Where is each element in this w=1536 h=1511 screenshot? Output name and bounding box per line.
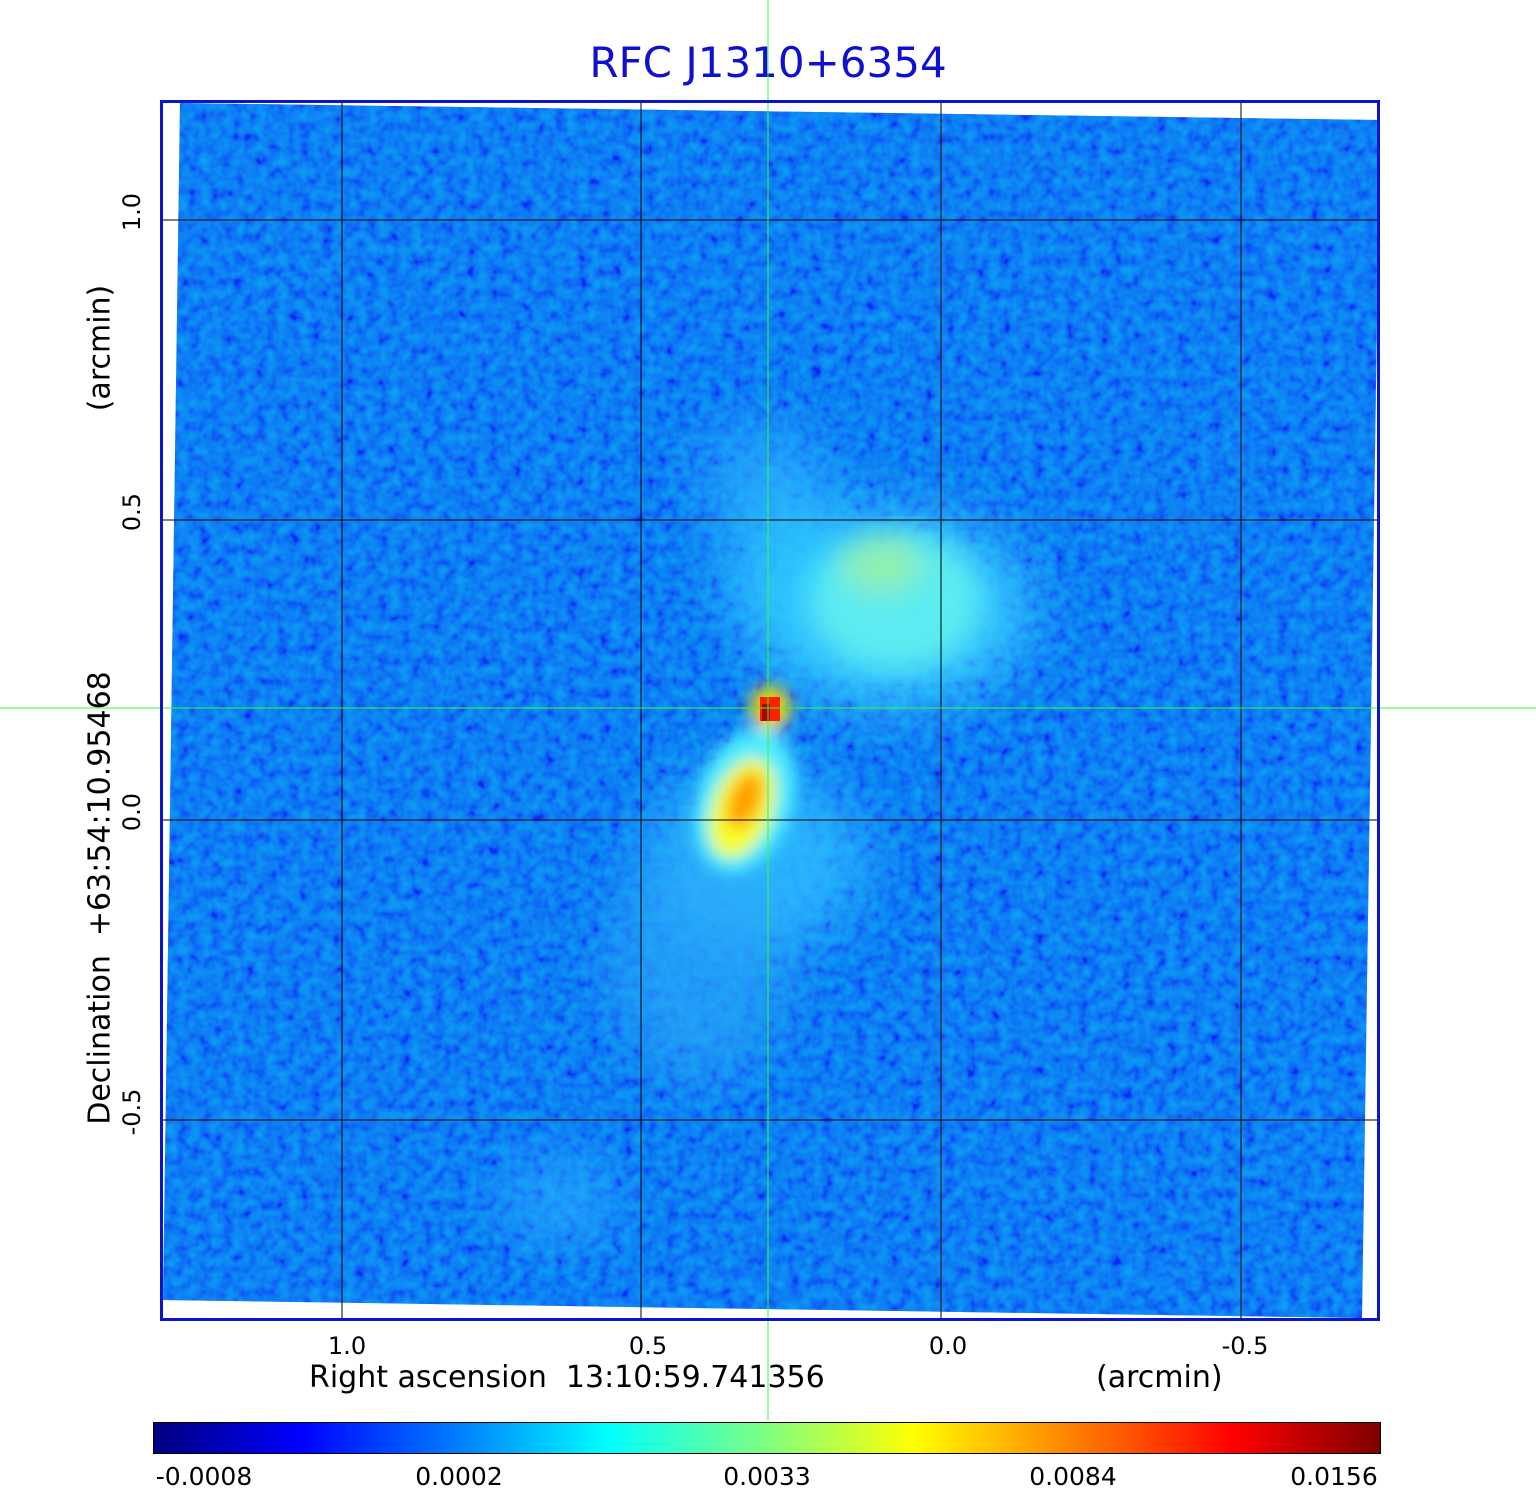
x-axis-unit: (arcmin) bbox=[1096, 1360, 1223, 1395]
emission-lobe-north bbox=[810, 530, 980, 670]
colorbar-tick-label: 0.0033 bbox=[723, 1462, 811, 1491]
y-axis-unit: (arcmin) bbox=[82, 284, 118, 412]
colorbar-tick-label: 0.0084 bbox=[1029, 1462, 1117, 1491]
x-tick-label: -0.5 bbox=[1221, 1332, 1269, 1360]
plot-frame bbox=[160, 100, 1380, 1321]
y-tick-label: 1.0 bbox=[118, 192, 146, 232]
x-tick-label: 0.5 bbox=[628, 1332, 668, 1360]
x-tick-label: 1.0 bbox=[327, 1332, 367, 1360]
core-pixels bbox=[760, 697, 780, 721]
crosshair bbox=[0, 0, 1536, 1420]
image-pixels bbox=[163, 103, 1380, 1318]
colorbar-tick-label: 0.0002 bbox=[415, 1462, 503, 1491]
colorbar-tick-label: 0.0156 bbox=[1290, 1462, 1378, 1491]
y-tick-label: 0.5 bbox=[118, 492, 146, 532]
coordinate-grid bbox=[160, 100, 1380, 1321]
y-tick-label: -0.5 bbox=[118, 1088, 146, 1136]
y-axis-label: Declination +63:54:10.95468 bbox=[82, 671, 118, 1125]
colorbar-tick-label: -0.0008 bbox=[155, 1462, 253, 1491]
x-tick-label: 0.0 bbox=[928, 1332, 968, 1360]
x-axis-label: Right ascension 13:10:59.741356 bbox=[309, 1360, 825, 1395]
colorbar bbox=[153, 1422, 1381, 1454]
y-tick-label: 0.0 bbox=[118, 792, 146, 832]
